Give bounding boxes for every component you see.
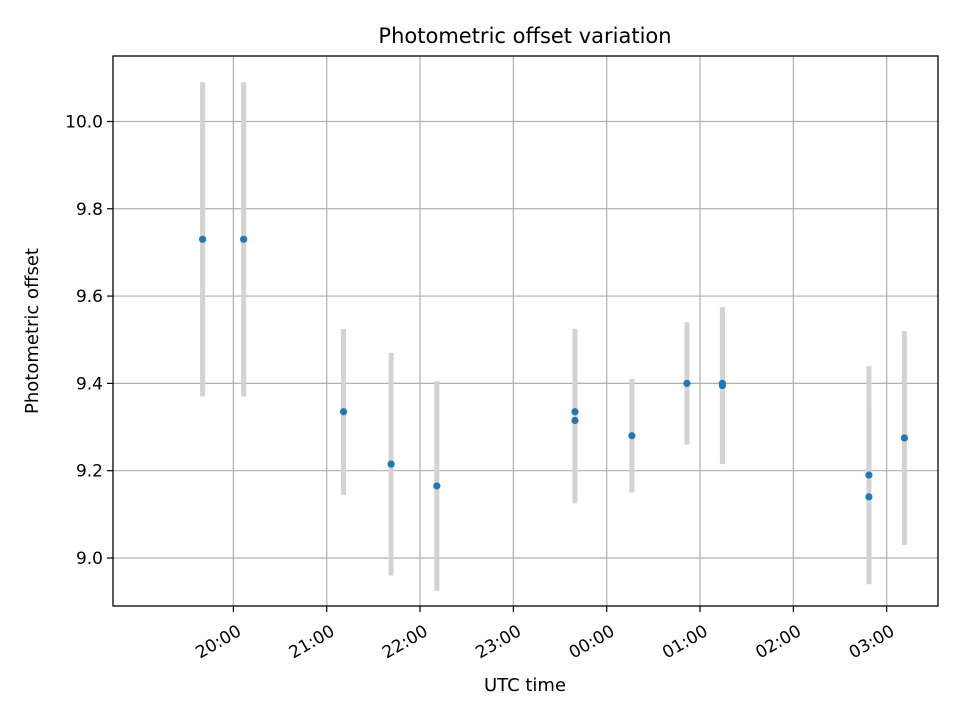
- grid: [113, 56, 938, 606]
- y-tick-label: 10.0: [65, 112, 103, 132]
- data-point: [571, 408, 579, 416]
- data-points: [198, 235, 909, 501]
- data-point: [433, 482, 441, 490]
- data-point: [198, 235, 207, 243]
- data-point: [718, 381, 727, 390]
- y-tick-label: 9.6: [76, 287, 103, 307]
- y-tick-label: 9.8: [76, 200, 103, 220]
- plot-frame: [112, 55, 939, 607]
- data-point: [683, 379, 691, 387]
- chart-title: Photometric offset variation: [378, 24, 671, 48]
- data-point: [900, 434, 909, 442]
- y-tick-label: 9.0: [76, 549, 103, 569]
- data-point: [339, 408, 348, 416]
- data-point: [865, 471, 873, 479]
- y-tick-label: 9.4: [76, 374, 103, 394]
- data-point: [628, 432, 636, 440]
- data-point: [240, 235, 248, 243]
- y-axis-label: Photometric offset: [22, 248, 43, 414]
- y-tick-label: 9.2: [76, 462, 103, 482]
- y-axis-ticks: 9.0 9.2 9.4 9.6 9.8 10.0: [65, 112, 113, 569]
- data-point: [865, 493, 873, 501]
- x-axis-label: UTC time: [484, 675, 566, 696]
- data-point: [387, 460, 395, 468]
- data-point: [571, 416, 579, 425]
